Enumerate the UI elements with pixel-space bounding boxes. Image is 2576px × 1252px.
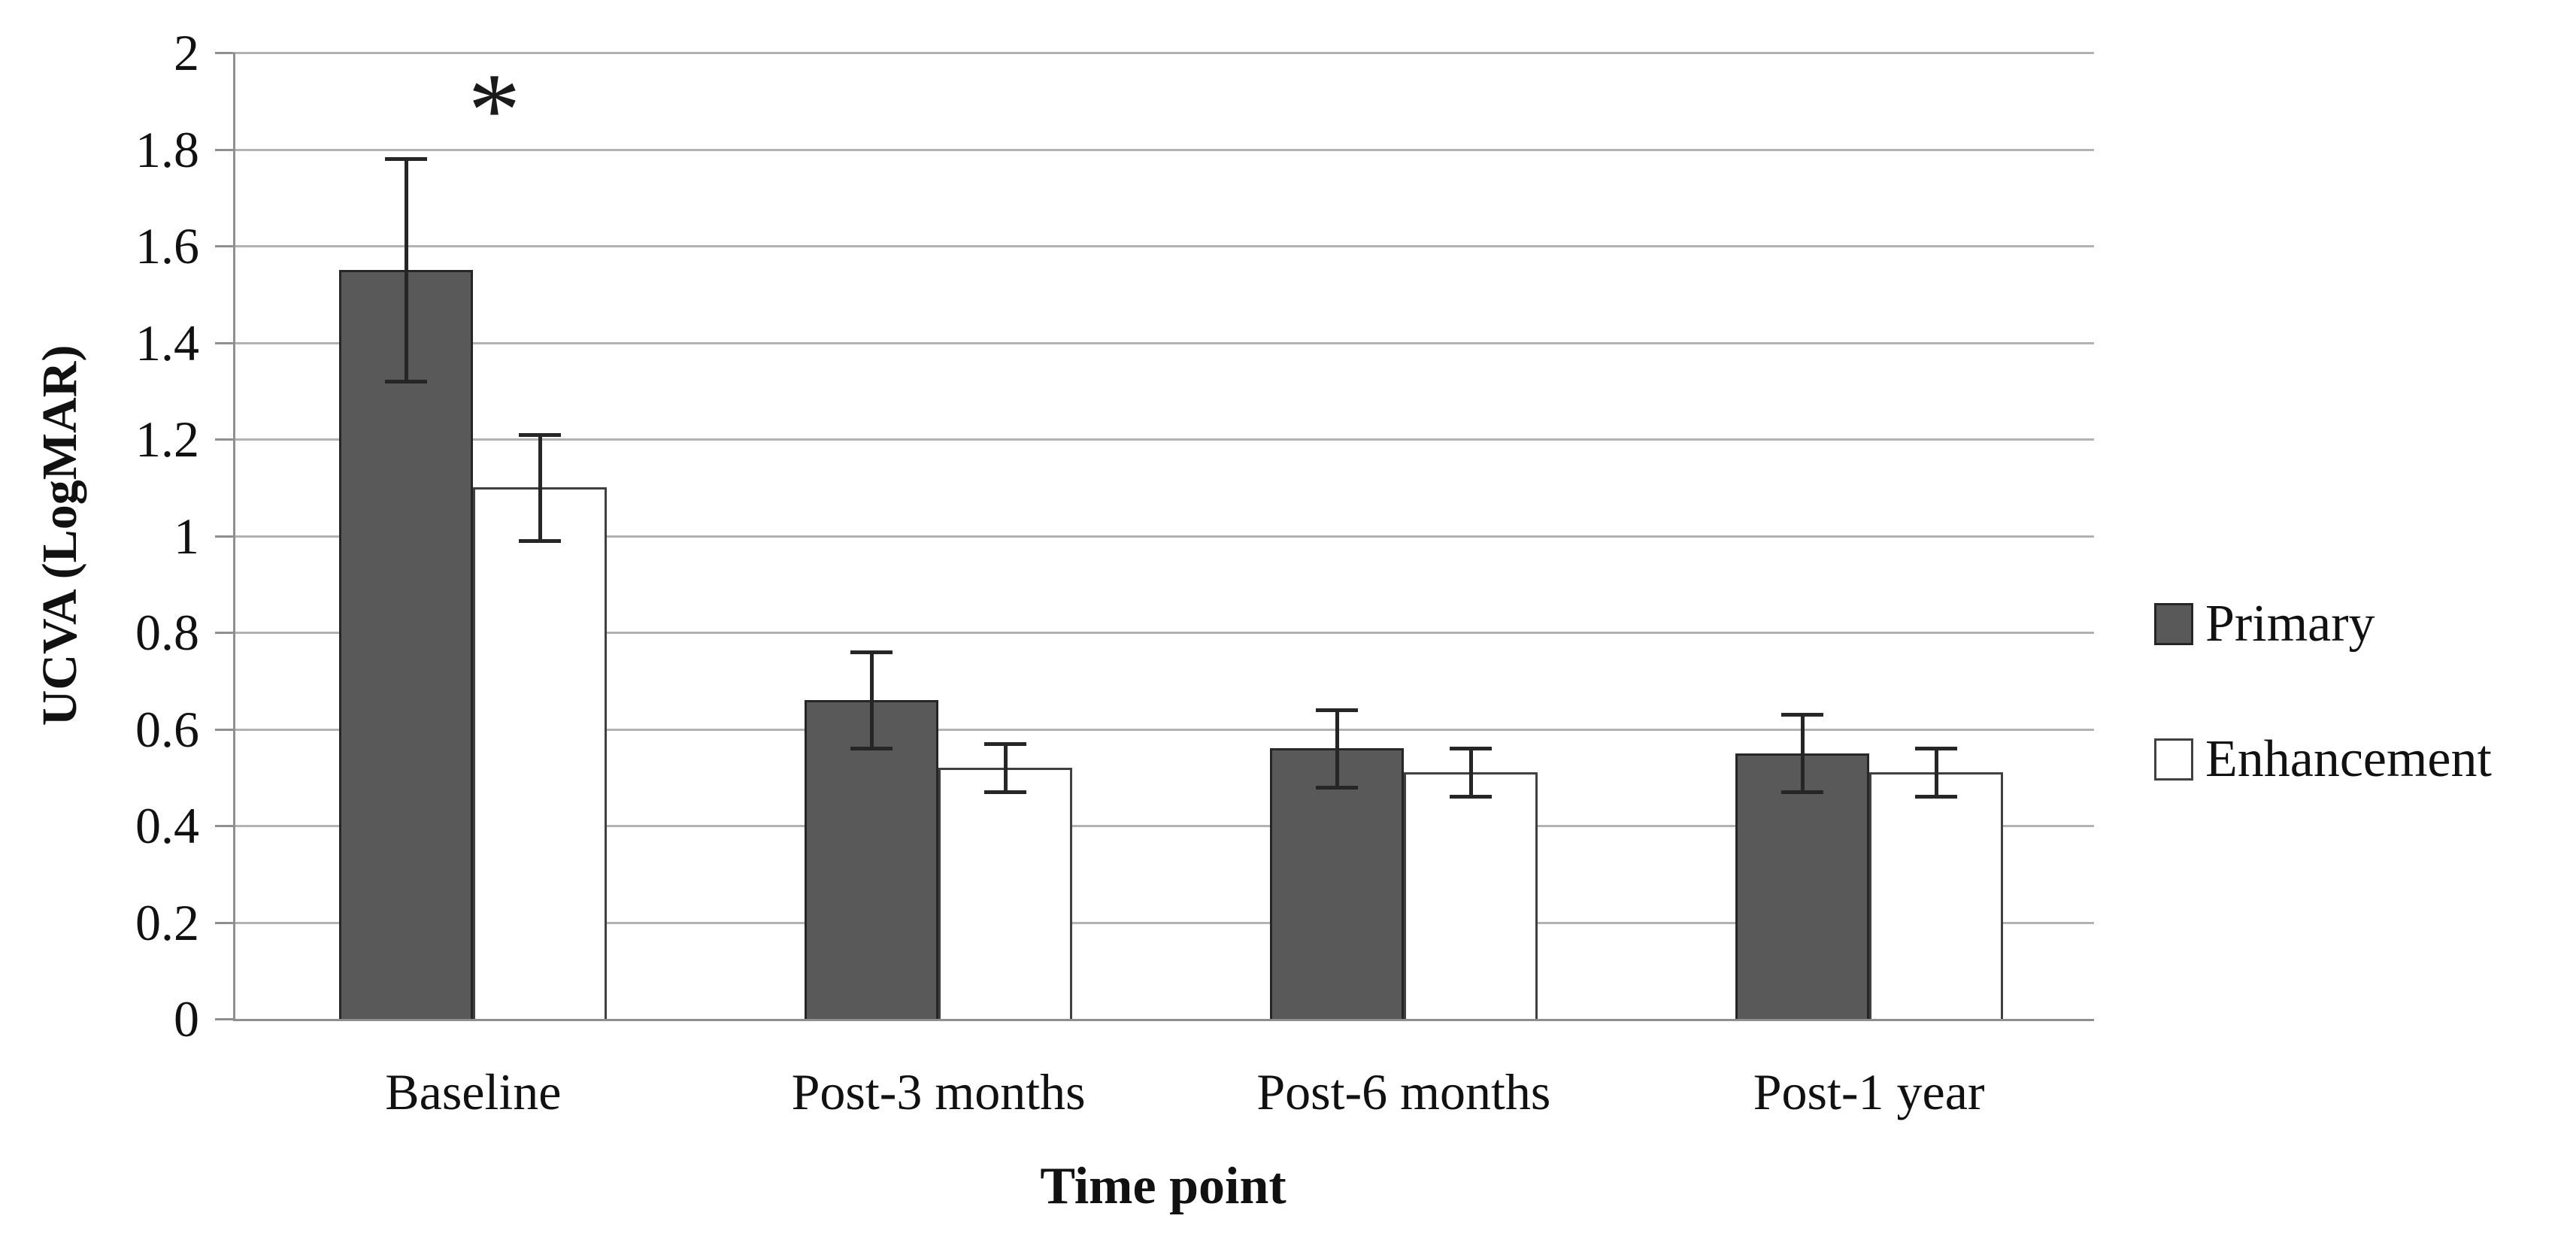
gridline bbox=[233, 438, 2094, 441]
y-axis-tick bbox=[215, 148, 233, 151]
y-axis-tick bbox=[215, 1018, 233, 1020]
y-axis-tick bbox=[215, 632, 233, 634]
error-bar-cap-top bbox=[519, 432, 562, 437]
gridline bbox=[233, 245, 2094, 247]
error-bar-cap-bottom bbox=[1449, 795, 1492, 799]
y-axis-tick bbox=[215, 921, 233, 924]
gridline bbox=[233, 632, 2094, 634]
y-tick-label: 0.2 bbox=[135, 893, 199, 951]
y-axis-tick bbox=[215, 341, 233, 344]
legend: Primary Enhancement bbox=[2154, 596, 2492, 866]
error-bar-cap-bottom bbox=[850, 747, 893, 751]
error-bar-line bbox=[1004, 743, 1008, 793]
gridline bbox=[233, 825, 2094, 827]
error-bar-line bbox=[1800, 714, 1805, 793]
error-bar-cap-top bbox=[1914, 747, 1957, 751]
error-bar-cap-top bbox=[1449, 747, 1492, 751]
bar-enhancement-4 bbox=[1868, 772, 2003, 1019]
legend-label-enhancement: Enhancement bbox=[2205, 730, 2492, 788]
x-axis-title: Time point bbox=[1040, 1157, 1286, 1215]
error-bar-cap-bottom bbox=[1315, 785, 1358, 790]
error-bar-cap-bottom bbox=[1780, 790, 1823, 795]
y-axis-tick bbox=[215, 825, 233, 827]
error-bar-cap-top bbox=[1315, 708, 1358, 712]
enhancement-series-swatch-icon bbox=[2154, 738, 2193, 781]
bar-primary-2 bbox=[805, 699, 939, 1019]
y-tick-label: 1.4 bbox=[135, 314, 199, 371]
gridline bbox=[233, 341, 2094, 344]
significance-asterisk: * bbox=[468, 52, 521, 169]
y-tick-label: 0.6 bbox=[135, 700, 199, 758]
y-axis-tick bbox=[215, 535, 233, 538]
error-bar-line bbox=[538, 434, 543, 541]
y-axis-line bbox=[233, 53, 235, 1021]
error-bar-line bbox=[405, 159, 409, 381]
y-axis-tick bbox=[215, 438, 233, 441]
y-tick-label: 1.6 bbox=[135, 217, 199, 274]
gridline bbox=[233, 52, 2094, 54]
legend-label-primary: Primary bbox=[2205, 595, 2375, 653]
error-bar-cap-top bbox=[850, 650, 893, 654]
bar-primary-4 bbox=[1735, 753, 1869, 1019]
error-bar-line bbox=[870, 651, 874, 749]
error-bar-cap-bottom bbox=[1914, 795, 1957, 799]
error-bar-cap-top bbox=[385, 157, 428, 162]
x-axis-line bbox=[233, 1019, 2094, 1021]
error-bar-cap-top bbox=[984, 741, 1027, 746]
error-bar-cap-bottom bbox=[519, 538, 562, 543]
y-axis-tick bbox=[215, 52, 233, 54]
y-tick-label: 0.4 bbox=[135, 797, 199, 854]
bar-enhancement-1 bbox=[473, 487, 608, 1019]
gridline bbox=[233, 728, 2094, 731]
x-tick-label: Post-6 months bbox=[1256, 1063, 1551, 1120]
legend-item-enhancement: Enhancement bbox=[2154, 731, 2492, 788]
y-tick-label: 2 bbox=[174, 24, 199, 81]
gridline bbox=[233, 148, 2094, 151]
bar-primary-1 bbox=[339, 270, 474, 1019]
primary-series-swatch-icon bbox=[2154, 603, 2193, 645]
gridline bbox=[233, 921, 2094, 924]
error-bar-line bbox=[1468, 748, 1473, 797]
error-bar-line bbox=[1335, 709, 1339, 787]
error-bar-cap-bottom bbox=[385, 379, 428, 383]
y-tick-label: 0.8 bbox=[135, 604, 199, 661]
x-tick-label: Baseline bbox=[385, 1063, 562, 1120]
x-tick-label: Post-3 months bbox=[791, 1063, 1086, 1120]
y-tick-label: 1.2 bbox=[135, 411, 199, 468]
x-tick-label: Post-1 year bbox=[1753, 1063, 1985, 1120]
bar-enhancement-2 bbox=[938, 767, 1073, 1019]
y-tick-label: 0 bbox=[174, 990, 199, 1047]
error-bar-cap-bottom bbox=[984, 790, 1027, 795]
error-bar-line bbox=[1934, 748, 1938, 797]
y-tick-label: 1 bbox=[174, 507, 199, 565]
bar-primary-3 bbox=[1269, 748, 1404, 1019]
y-tick-label: 1.8 bbox=[135, 120, 199, 178]
y-axis-tick bbox=[215, 728, 233, 731]
legend-item-primary: Primary bbox=[2154, 596, 2492, 653]
y-axis-title: UCVA (LogMAR) bbox=[32, 344, 87, 726]
error-bar-cap-top bbox=[1780, 713, 1823, 717]
gridline bbox=[233, 535, 2094, 538]
y-axis-tick bbox=[215, 245, 233, 247]
bar-enhancement-3 bbox=[1403, 772, 1538, 1019]
